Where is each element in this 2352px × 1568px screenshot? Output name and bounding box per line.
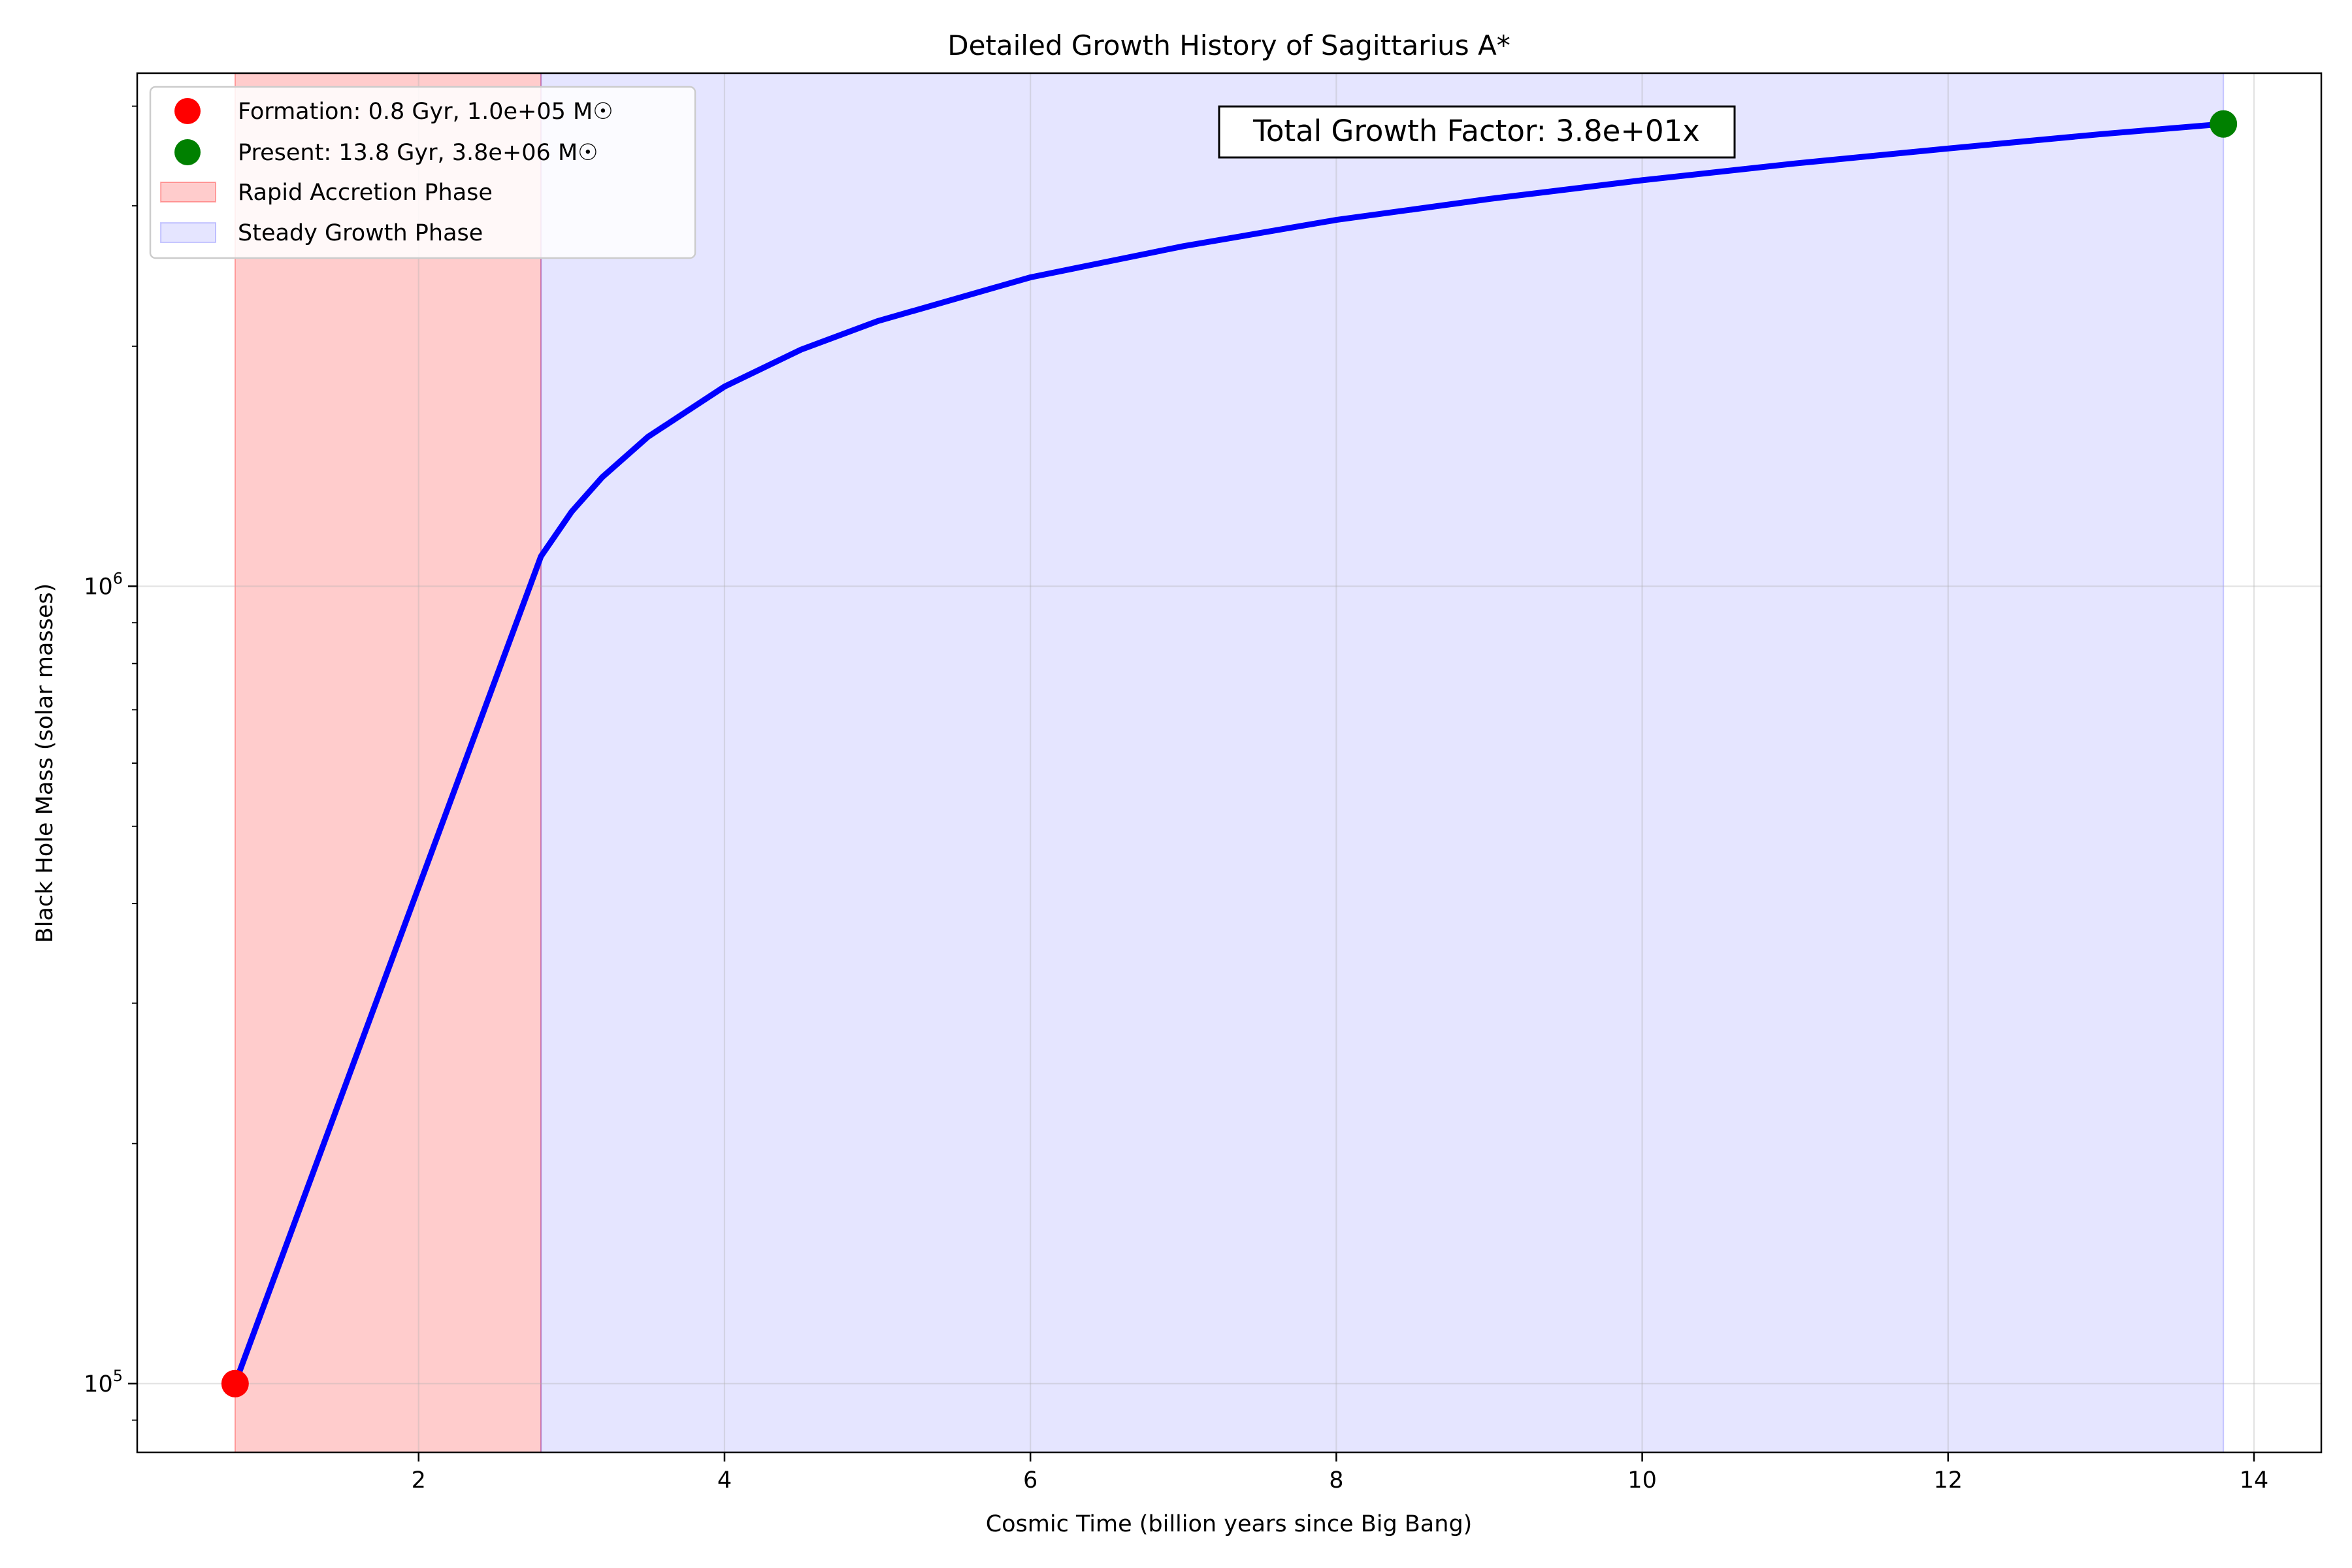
x-tick-label-12: 12 bbox=[1934, 1467, 1963, 1494]
y-tick-label-exponent: 6 bbox=[113, 569, 123, 587]
legend: Formation: 0.8 Gyr, 1.0e+05 M☉ Present: … bbox=[149, 86, 696, 259]
x-axis-label: Cosmic Time (billion years since Big Ban… bbox=[986, 1511, 1473, 1537]
legend-label-present: Present: 13.8 Gyr, 3.8e+06 M☉ bbox=[238, 140, 598, 166]
y-tick-label-exponent: 5 bbox=[113, 1367, 123, 1385]
phase-region-0 bbox=[234, 73, 542, 1453]
series-line-0 bbox=[232, 121, 2227, 1387]
y-tick-label-base: 10 bbox=[84, 574, 113, 600]
x-tick-label-8: 8 bbox=[1329, 1467, 1343, 1494]
series-layer bbox=[232, 121, 2227, 1387]
annotation-text: Total Growth Factor: 3.8e+01x bbox=[1252, 114, 1700, 148]
phase-region-1 bbox=[540, 73, 2225, 1453]
chart-title: Detailed Growth History of Sagittarius A… bbox=[947, 29, 1510, 61]
y-axis-label: Black Hole Mass (solar masses) bbox=[32, 583, 58, 943]
data-marker-1 bbox=[2210, 110, 2238, 138]
phase-regions bbox=[234, 73, 2225, 1453]
legend-swatch-steady bbox=[160, 222, 216, 243]
grid bbox=[137, 73, 2321, 1452]
legend-marker-present bbox=[174, 139, 201, 165]
y-tick-label-0: 105 bbox=[84, 1367, 123, 1397]
legend-label-formation: Formation: 0.8 Gyr, 1.0e+05 M☉ bbox=[238, 99, 613, 125]
legend-swatch-rapid bbox=[160, 182, 216, 203]
x-tick-label-2: 2 bbox=[412, 1467, 426, 1494]
y-tick-label-base: 10 bbox=[84, 1371, 113, 1397]
legend-marker-formation bbox=[174, 98, 201, 124]
x-tick-label-14: 14 bbox=[2240, 1467, 2269, 1494]
legend-label-rapid: Rapid Accretion Phase bbox=[238, 180, 493, 206]
legend-label-steady: Steady Growth Phase bbox=[238, 220, 483, 246]
markers-layer bbox=[221, 110, 2238, 1397]
x-tick-label-6: 6 bbox=[1023, 1467, 1037, 1494]
x-tick-label-4: 4 bbox=[717, 1467, 732, 1494]
x-tick-label-10: 10 bbox=[1627, 1467, 1657, 1494]
legend-box bbox=[149, 86, 696, 259]
y-tick-label-1: 106 bbox=[84, 569, 123, 600]
growth-factor-annotation: Total Growth Factor: 3.8e+01x bbox=[1218, 105, 1736, 159]
data-marker-0 bbox=[221, 1369, 249, 1397]
annotation-box bbox=[1218, 105, 1736, 159]
